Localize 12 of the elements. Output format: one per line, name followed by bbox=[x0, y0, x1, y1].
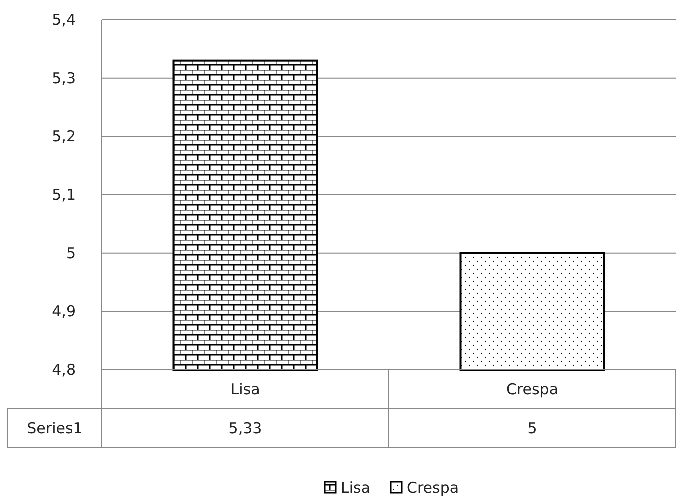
y-tick-label: 5,2 bbox=[52, 128, 76, 146]
y-tick-label: 4,9 bbox=[52, 302, 76, 321]
text: Series1 bbox=[27, 420, 83, 438]
y-tick-label: 4,8 bbox=[52, 361, 76, 379]
data-label: 5 bbox=[528, 420, 538, 438]
category-label: Crespa bbox=[407, 479, 460, 497]
data-label: 5,33 bbox=[228, 420, 262, 438]
category-label: Lisa bbox=[341, 479, 371, 497]
y-tick-label: 5 bbox=[66, 244, 76, 262]
y-tick-label: 5,3 bbox=[52, 69, 76, 88]
y-tick-label: 5,1 bbox=[52, 186, 76, 204]
y-tick-label: 5,4 bbox=[52, 11, 76, 29]
